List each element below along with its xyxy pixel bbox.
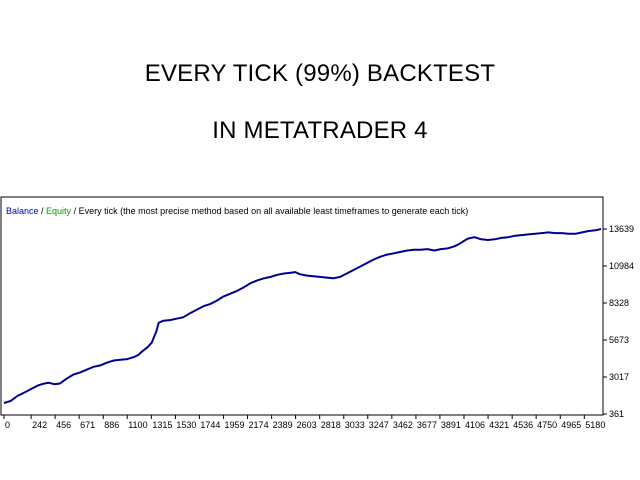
x-tick-label: 242 <box>32 420 47 430</box>
x-tick-label: 4106 <box>465 420 485 430</box>
chart-legend: Balance / Equity / Every tick (the most … <box>6 206 468 216</box>
x-axis: 0 242 456 671 886 1100 1315 1530 1744 1959 2174 238… <box>3 415 605 430</box>
x-tick-label: 1315 <box>152 420 172 430</box>
x-tick-label: 1959 <box>224 420 244 430</box>
headline-line-1: EVERY TICK (99%) BACKTEST <box>144 60 496 87</box>
headline-line-2: IN METATRADER 4 <box>212 117 428 144</box>
legend-separator: / <box>39 206 47 216</box>
x-tick-label: 1744 <box>200 420 220 430</box>
x-tick-label: 886 <box>104 420 119 430</box>
x-tick-label: 5180 <box>585 420 605 430</box>
x-tick-label: 1100 <box>128 420 147 430</box>
x-tick-label: 3462 <box>393 420 413 430</box>
x-tick-label: 3891 <box>441 420 461 430</box>
series-line-balance <box>3 228 602 404</box>
equity-chart: Balance / Equity / Every tick (the most … <box>0 196 634 430</box>
x-tick-label: 3033 <box>345 420 365 430</box>
y-tick-label: 8328 <box>609 298 629 308</box>
legend-balance: Balance <box>6 206 39 216</box>
x-tick-label: 4321 <box>489 420 509 430</box>
y-tick-label: 13639 <box>609 224 634 234</box>
x-tick-label: 671 <box>80 420 95 430</box>
x-tick-label: 1530 <box>176 420 196 430</box>
x-tick-label: 2818 <box>321 420 341 430</box>
x-tick-label: 4536 <box>513 420 533 430</box>
x-tick-label: 2389 <box>273 420 293 430</box>
x-tick-label: 2603 <box>297 420 317 430</box>
y-tick-label: 361 <box>609 409 624 419</box>
legend-separator: / <box>71 206 79 216</box>
y-tick-label: 3017 <box>609 372 629 382</box>
legend-equity: Equity <box>46 206 72 216</box>
legend-description: Every tick (the most precise method base… <box>79 206 469 216</box>
x-tick-label: 3247 <box>369 420 389 430</box>
x-tick-label: 2174 <box>249 420 269 430</box>
x-tick-label: 4965 <box>561 420 581 430</box>
x-tick-label: 4750 <box>537 420 557 430</box>
x-tick-label: 3677 <box>417 420 437 430</box>
y-tick-label: 5673 <box>609 335 629 345</box>
y-tick-label: 10984 <box>609 261 634 271</box>
x-tick-label: 456 <box>56 420 71 430</box>
y-axis: 361 3017 5673 8328 10984 13639 <box>603 224 634 419</box>
x-tick-label: 0 <box>5 420 10 430</box>
chart-frame <box>0 196 604 416</box>
